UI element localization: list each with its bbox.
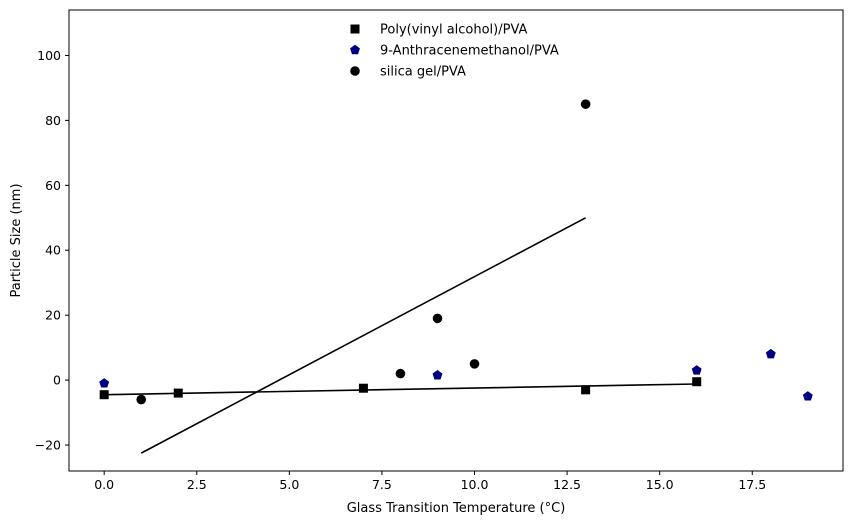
- y-tick-label: 0: [53, 373, 61, 388]
- y-tick-label: 80: [45, 113, 61, 128]
- data-point-circle: [580, 99, 591, 109]
- y-axis-ticks: −20 0 20 40 60 80 100: [35, 48, 69, 453]
- data-point-circle: [469, 359, 480, 369]
- data-point-pentagon: [691, 365, 702, 375]
- data-point-square: [173, 388, 183, 398]
- x-axis-label: Glass Transition Temperature (°C): [347, 501, 566, 516]
- x-tick-label: 7.5: [372, 477, 392, 492]
- fit-lines: [104, 217, 697, 454]
- fit-line: [104, 383, 697, 396]
- y-tick-label: 60: [45, 178, 61, 193]
- data-point-pentagon: [432, 370, 443, 380]
- data-points: [99, 99, 813, 405]
- data-point-circle: [395, 368, 406, 379]
- y-tick-label: 20: [45, 308, 61, 323]
- data-point-circle: [432, 313, 443, 324]
- plot-area: [68, 9, 844, 472]
- legend-label: silica gel/PVA: [380, 65, 466, 80]
- fit-line: [140, 217, 586, 454]
- x-tick-label: 5.0: [279, 477, 299, 492]
- data-point-square: [99, 390, 109, 400]
- legend-marker-square: [350, 24, 360, 34]
- x-tick-label: 12.5: [553, 477, 581, 492]
- x-axis-ticks: 0.0 2.5 5.0 7.5 10.0 12.5 15.0 17.5: [94, 471, 766, 492]
- data-point-square: [581, 385, 591, 395]
- legend-marker-circle: [350, 66, 360, 76]
- data-point-square: [358, 383, 368, 393]
- data-point-circle: [136, 394, 147, 405]
- data-point-pentagon: [765, 348, 776, 359]
- legend-marker-pentagon: [350, 44, 360, 55]
- legend-label: 9-Anthracenemethanol/PVA: [380, 44, 559, 59]
- data-point-pentagon: [802, 391, 813, 401]
- x-tick-label: 15.0: [646, 477, 674, 492]
- x-tick-label: 0.0: [94, 477, 114, 492]
- y-tick-label: 100: [37, 48, 61, 63]
- x-tick-label: 17.5: [738, 477, 766, 492]
- y-tick-label: −20: [35, 438, 61, 453]
- legend-label: Poly(vinyl alcohol)/PVA: [380, 23, 528, 38]
- x-tick-label: 2.5: [187, 477, 207, 492]
- data-point-pentagon: [99, 378, 110, 388]
- legend: Poly(vinyl alcohol)/PVA 9-Anthracenemetha…: [350, 23, 559, 80]
- y-tick-label: 40: [45, 243, 61, 258]
- y-axis-label: Particle Size (nm): [9, 183, 24, 297]
- x-tick-label: 10.0: [461, 477, 489, 492]
- data-point-square: [692, 377, 702, 387]
